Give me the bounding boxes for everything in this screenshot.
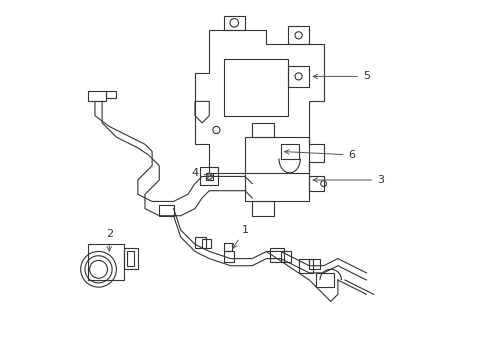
Bar bbox=[88, 91, 106, 102]
Bar bbox=[223, 59, 288, 116]
Bar bbox=[206, 173, 213, 180]
Text: 1: 1 bbox=[233, 225, 248, 248]
Bar bbox=[281, 144, 298, 158]
Bar bbox=[223, 243, 232, 251]
Text: 4: 4 bbox=[192, 168, 213, 178]
Bar bbox=[309, 176, 323, 191]
Bar bbox=[288, 66, 309, 87]
Bar bbox=[106, 91, 117, 98]
Text: 5: 5 bbox=[313, 71, 370, 81]
Bar bbox=[123, 248, 138, 269]
Bar bbox=[195, 237, 206, 248]
Bar bbox=[309, 258, 320, 269]
Bar bbox=[223, 251, 234, 262]
Bar bbox=[202, 239, 211, 248]
Text: 3: 3 bbox=[313, 175, 384, 185]
Bar bbox=[88, 244, 123, 280]
Bar bbox=[252, 202, 273, 216]
Bar bbox=[159, 205, 173, 216]
Text: 6: 6 bbox=[285, 150, 356, 160]
Bar bbox=[127, 251, 134, 266]
Bar bbox=[298, 258, 313, 273]
Bar bbox=[281, 251, 292, 262]
Bar bbox=[252, 123, 273, 137]
Text: 2: 2 bbox=[106, 229, 113, 251]
Bar bbox=[270, 248, 284, 262]
Bar bbox=[317, 273, 334, 287]
Bar bbox=[245, 137, 309, 202]
